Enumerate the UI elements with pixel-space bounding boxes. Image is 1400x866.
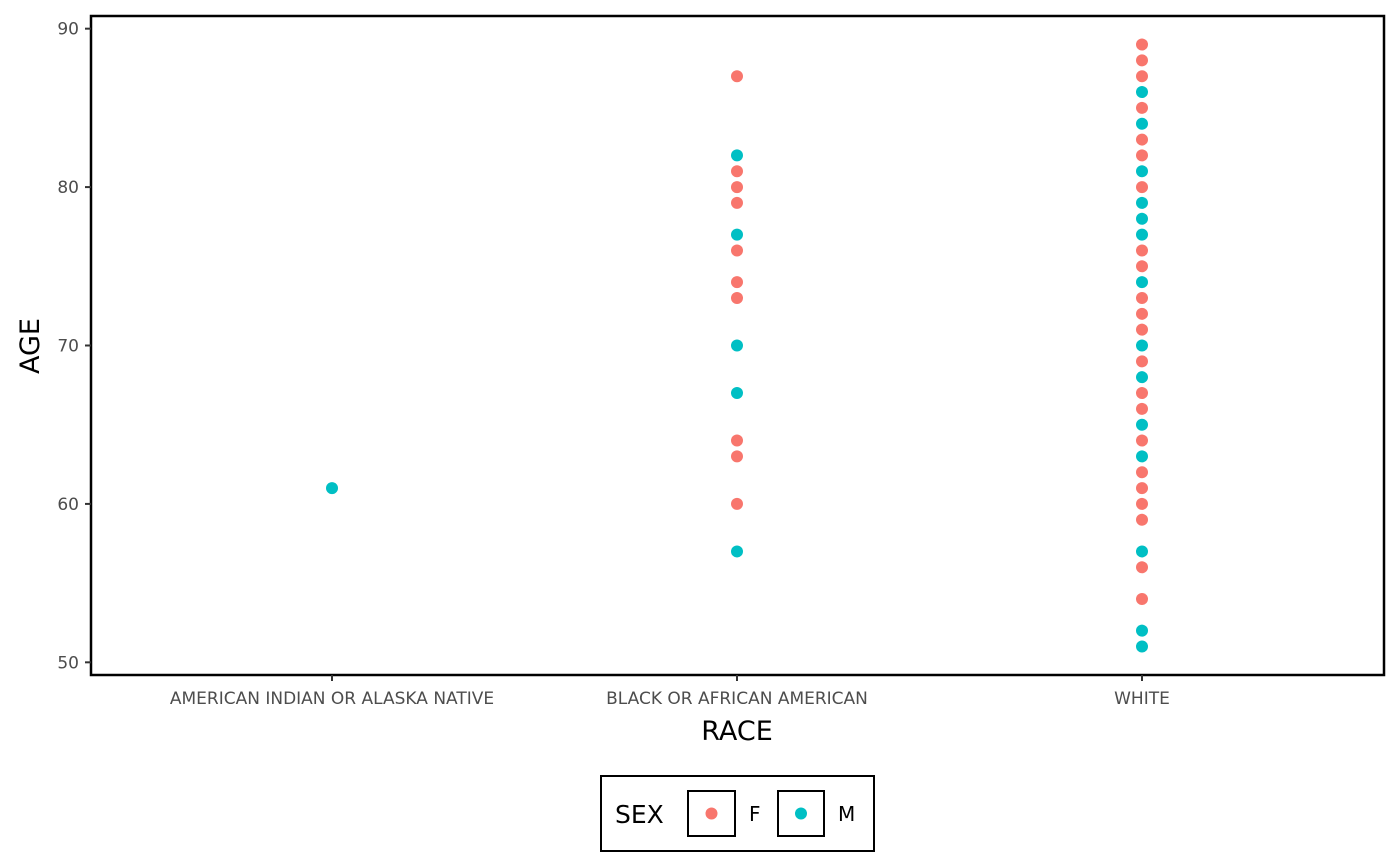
- data-point-f: [1136, 101, 1148, 114]
- data-point-f: [1136, 307, 1148, 320]
- data-point-m: [1136, 640, 1148, 653]
- data-point-f: [1136, 466, 1148, 479]
- data-point-f: [1136, 244, 1148, 257]
- data-point-m: [731, 339, 743, 352]
- data-point-f: [1136, 434, 1148, 447]
- data-point-f: [1136, 355, 1148, 368]
- legend-marker-f: [705, 807, 718, 820]
- data-point-f: [1136, 260, 1148, 273]
- legend-marker-m: [795, 807, 807, 820]
- data-point-f: [731, 291, 743, 304]
- data-point-f: [1136, 387, 1148, 400]
- data-point-f: [731, 244, 743, 257]
- data-point-m: [731, 387, 743, 400]
- data-point-m: [1136, 165, 1148, 178]
- data-point-m: [1136, 339, 1148, 352]
- data-point-f: [731, 70, 743, 83]
- x-axis-title: RACE: [701, 716, 773, 747]
- data-point-m: [1136, 450, 1148, 463]
- x-tick-label: BLACK OR AFRICAN AMERICAN: [606, 689, 868, 709]
- data-point-f: [1136, 38, 1148, 51]
- y-tick-label: 50: [57, 653, 79, 673]
- data-point-m: [1136, 276, 1148, 289]
- data-point-f: [731, 196, 743, 209]
- data-point-m: [1136, 117, 1148, 130]
- data-point-m: [1136, 86, 1148, 99]
- data-point-f: [731, 165, 743, 178]
- data-point-m: [1136, 624, 1148, 637]
- data-point-f: [731, 181, 743, 194]
- x-axis: AMERICAN INDIAN OR ALASKA NATIVE BLACK OR…: [170, 675, 1170, 709]
- data-point-f: [1136, 291, 1148, 304]
- y-axis-title: AGE: [15, 318, 46, 374]
- y-tick-label: 60: [57, 495, 79, 515]
- data-point-f: [731, 434, 743, 447]
- y-axis: 50 60 70 80 90: [57, 20, 91, 673]
- data-point-f: [1136, 561, 1148, 574]
- x-tick-label: WHITE: [1114, 689, 1170, 709]
- data-point-m: [1136, 545, 1148, 558]
- data-point-f: [1136, 513, 1148, 526]
- data-point-m: [1136, 228, 1148, 241]
- legend: SEX F M: [600, 775, 875, 852]
- data-point-f: [1136, 592, 1148, 605]
- data-point-f: [1136, 70, 1148, 83]
- y-tick-label: 90: [57, 20, 79, 40]
- y-tick-label: 70: [57, 337, 79, 357]
- legend-label-f: F: [749, 802, 761, 826]
- data-point-f: [731, 276, 743, 289]
- points-layer: [326, 38, 1148, 653]
- data-point-f: [1136, 497, 1148, 510]
- legend-title: SEX: [615, 800, 664, 829]
- data-point-m: [1136, 371, 1148, 384]
- data-point-m: [1136, 418, 1148, 431]
- data-point-f: [1136, 133, 1148, 146]
- data-point-m: [731, 545, 743, 558]
- data-point-f: [1136, 149, 1148, 162]
- data-point-m: [731, 149, 743, 162]
- x-tick-label: AMERICAN INDIAN OR ALASKA NATIVE: [170, 689, 494, 709]
- data-point-f: [1136, 323, 1148, 336]
- data-point-f: [1136, 482, 1148, 495]
- data-point-m: [1136, 196, 1148, 209]
- data-point-f: [1136, 402, 1148, 415]
- data-point-f: [1136, 181, 1148, 194]
- data-point-m: [326, 482, 338, 495]
- legend-box: [600, 775, 875, 852]
- data-point-f: [1136, 54, 1148, 67]
- legend-label-m: M: [838, 802, 855, 826]
- data-point-f: [731, 450, 743, 463]
- data-point-m: [731, 228, 743, 241]
- data-point-m: [1136, 212, 1148, 225]
- y-tick-label: 80: [57, 178, 79, 198]
- data-point-f: [731, 497, 743, 510]
